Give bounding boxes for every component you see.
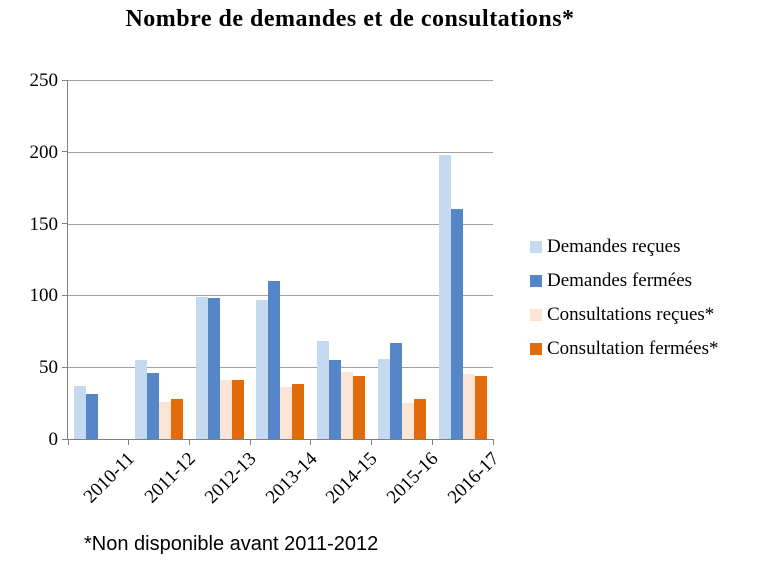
chart-title: Nombre de demandes et de consultations* <box>125 6 575 32</box>
y-tick-label: 150 <box>29 213 59 235</box>
legend-swatch <box>530 309 542 321</box>
bar <box>171 398 184 439</box>
y-axis-labels: 0 50 100 150 200 250 <box>0 71 59 449</box>
x-tick-mark <box>67 439 69 445</box>
legend-item: Demandes reçues <box>530 236 755 257</box>
y-tick-label: 200 <box>29 141 59 163</box>
legend-swatch <box>530 343 542 355</box>
x-tick-label: 2013-14 <box>261 448 322 508</box>
bar <box>256 299 269 439</box>
bar-cluster-2011-12 <box>129 80 190 439</box>
y-tick-mark <box>62 438 68 440</box>
bar <box>377 358 390 439</box>
x-tick-mark <box>249 439 251 445</box>
x-tick-label: 2015-16 <box>382 448 443 508</box>
y-tick-mark <box>62 294 68 296</box>
y-tick-label: 50 <box>39 357 58 379</box>
bar-cluster-2014-15 <box>311 80 372 439</box>
x-tick-mark <box>492 439 494 445</box>
x-tick-mark <box>431 439 433 445</box>
gridline <box>68 367 493 369</box>
legend-item: Demandes fermées <box>530 270 755 291</box>
bar <box>317 341 330 439</box>
y-tick-mark <box>62 79 68 81</box>
legend-label: Consultation fermées* <box>547 338 719 359</box>
bar <box>413 398 426 439</box>
bar <box>159 401 172 439</box>
bar-cluster-2015-16 <box>372 80 433 439</box>
y-tick-label: 100 <box>29 285 59 307</box>
bar <box>195 296 208 439</box>
bar-cluster-2010-11 <box>68 80 129 439</box>
legend: Demandes reçues Demandes fermées Consultat… <box>530 236 755 374</box>
bar <box>292 384 305 439</box>
legend-label: Demandes reçues <box>547 236 681 257</box>
x-tick-mark <box>128 439 130 445</box>
bar <box>341 371 354 439</box>
legend-label: Consultations reçues* <box>547 304 715 325</box>
y-tick-label: 250 <box>29 70 59 91</box>
bar <box>462 374 475 439</box>
y-tick-mark <box>62 151 68 153</box>
legend-swatch <box>530 275 542 287</box>
x-tick-label: 2014-15 <box>322 448 382 508</box>
x-tick-label: 2010-11 <box>79 448 139 508</box>
bar-cluster-2016-17 <box>432 80 493 439</box>
y-tick-label: 0 <box>48 429 59 450</box>
bar <box>219 380 232 439</box>
plot-area <box>62 79 494 445</box>
bar <box>474 375 487 439</box>
bar <box>86 394 99 439</box>
x-axis-labels: 2010-11 2011-12 2012-13 2013-14 2014-15 2015-… <box>67 439 503 519</box>
bar <box>147 372 160 439</box>
bar-cluster-2013-14 <box>250 80 311 439</box>
bar <box>268 281 281 439</box>
x-tick-label: 2016-17 <box>443 448 504 508</box>
legend-label: Demandes fermées <box>547 270 693 291</box>
gridline <box>68 295 493 297</box>
bar <box>74 385 87 439</box>
bar-cluster-2012-13 <box>189 80 250 439</box>
gridline <box>68 223 493 225</box>
bar <box>438 154 451 439</box>
bar <box>231 380 244 439</box>
bar <box>389 342 402 439</box>
legend-swatch <box>530 241 542 253</box>
x-tick-label: 2011-12 <box>140 448 200 508</box>
y-tick-mark <box>62 366 68 368</box>
legend-item: Consultation fermées* <box>530 338 755 359</box>
x-tick-mark <box>310 439 312 445</box>
legend-item: Consultations reçues* <box>530 304 755 325</box>
y-tick-mark <box>62 223 68 225</box>
bar <box>401 403 414 439</box>
bar <box>280 387 293 439</box>
bar <box>353 375 366 439</box>
gridline <box>68 80 493 81</box>
x-tick-label: 2012-13 <box>200 448 261 508</box>
gridline <box>68 151 493 153</box>
bar <box>207 298 220 439</box>
x-tick-mark <box>371 439 373 445</box>
chart-footnote: *Non disponible avant 2011-2012 <box>84 533 379 555</box>
x-tick-mark <box>188 439 190 445</box>
bar <box>329 360 342 439</box>
bar <box>450 209 463 439</box>
bar <box>135 360 148 439</box>
